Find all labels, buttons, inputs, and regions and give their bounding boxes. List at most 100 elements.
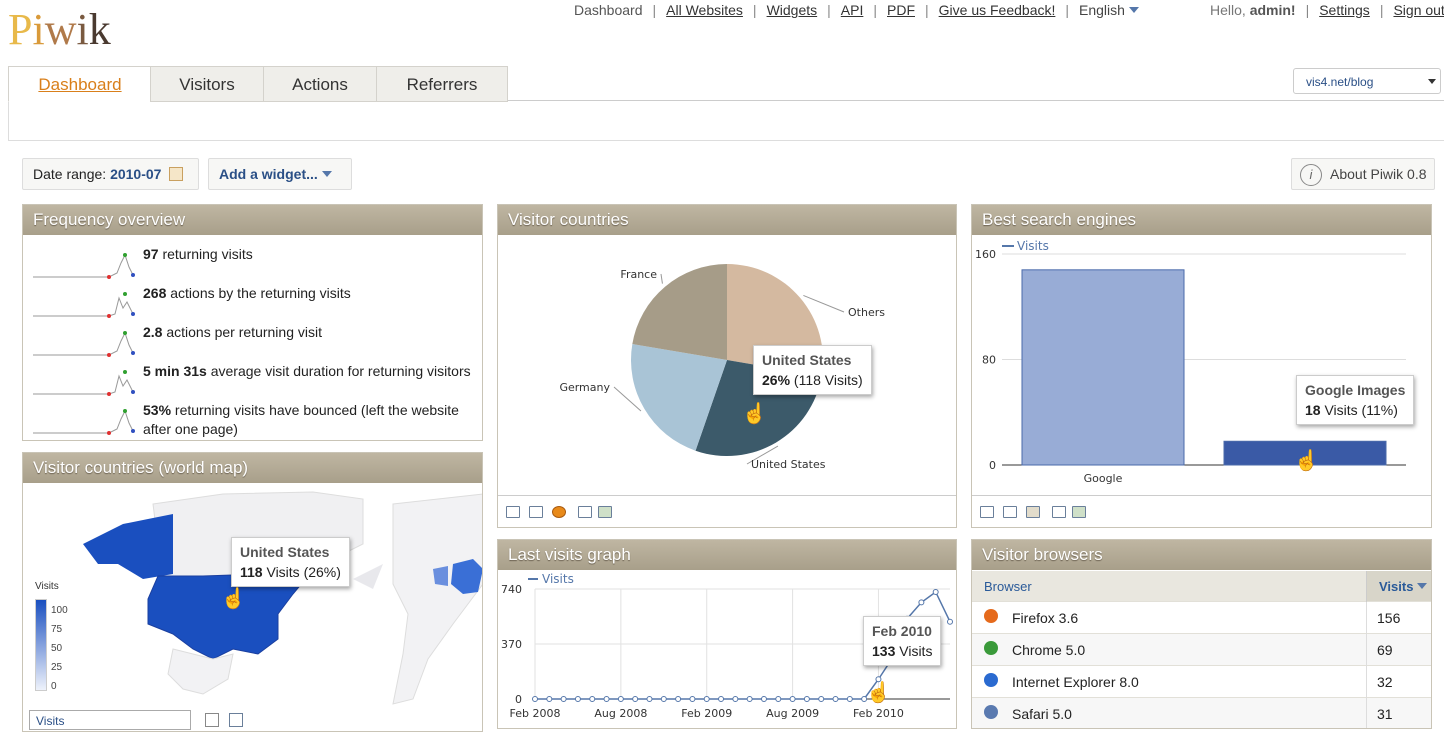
data-point[interactable] [532, 696, 538, 702]
nav-pdf[interactable]: PDF [887, 2, 915, 18]
data-point[interactable] [603, 696, 610, 702]
nav-feedback[interactable]: Give us Feedback! [938, 2, 1056, 18]
sparkline-last-point [131, 273, 135, 277]
table-view-icon[interactable] [506, 506, 520, 518]
data-point[interactable] [632, 696, 639, 702]
y-tick-label: 160 [975, 248, 996, 261]
data-point[interactable] [803, 696, 810, 702]
browser-visits: 156 [1366, 601, 1431, 634]
frequency-text: 97 returning visits [143, 245, 482, 264]
data-point[interactable] [646, 696, 653, 702]
nav-api[interactable]: API [840, 2, 864, 18]
sparkline-max-point [123, 331, 127, 335]
data-point[interactable] [932, 588, 939, 595]
nav-all-websites[interactable]: All Websites [666, 2, 743, 18]
nav-dashboard[interactable]: Dashboard [574, 2, 643, 18]
tab-referrers[interactable]: Referrers [376, 66, 508, 102]
data-point[interactable] [718, 696, 725, 702]
date-range-control[interactable]: Date range: 2010-07 [22, 158, 199, 190]
pie-slice[interactable] [632, 264, 727, 360]
data-point[interactable] [746, 696, 753, 702]
bar[interactable] [1021, 269, 1185, 466]
tab-visitors[interactable]: Visitors [150, 66, 264, 102]
data-point[interactable] [660, 696, 667, 702]
tab-dashboard[interactable]: Dashboard [8, 66, 152, 102]
alaska-region [83, 514, 173, 579]
table-view-icon[interactable] [980, 506, 994, 518]
y-tick-label: 80 [982, 354, 996, 367]
data-point[interactable] [789, 696, 796, 702]
language-select[interactable]: English [1079, 2, 1139, 18]
sparkline [33, 253, 135, 279]
export-image-icon[interactable] [229, 713, 243, 727]
bar-view-icon[interactable] [1026, 506, 1040, 518]
widget-title[interactable]: Visitor countries (world map) [23, 453, 482, 483]
table-more-icon[interactable] [1003, 506, 1017, 518]
settings-link[interactable]: Settings [1319, 2, 1370, 18]
table-row[interactable]: Safari 5.0 31 [972, 697, 1431, 728]
data-point[interactable] [832, 696, 839, 702]
column-header-visits[interactable]: Visits [1366, 571, 1431, 602]
data-point[interactable] [689, 696, 696, 702]
data-point[interactable] [546, 696, 553, 702]
image-export-icon[interactable] [1072, 506, 1086, 518]
column-header-browser[interactable]: Browser [972, 571, 1367, 602]
x-tick-label: Google [1084, 472, 1123, 485]
bar-chart[interactable]: Visits 0 80 160 Google [972, 236, 1431, 494]
table-row[interactable]: Chrome 5.0 69 [972, 633, 1431, 666]
browser-visits: 31 [1366, 697, 1431, 728]
nav-widgets[interactable]: Widgets [766, 2, 818, 18]
data-point[interactable] [617, 696, 624, 702]
x-tick-label: Aug 2008 [594, 707, 647, 720]
bar[interactable] [1223, 440, 1387, 466]
data-point[interactable] [760, 696, 767, 702]
data-point[interactable] [947, 618, 953, 625]
data-point[interactable] [875, 676, 882, 683]
widget-title[interactable]: Frequency overview [23, 205, 482, 235]
date-range-value: 2010-07 [110, 166, 162, 182]
data-point[interactable] [861, 696, 868, 702]
zoom-out-icon[interactable] [205, 713, 219, 727]
browser-cell: Internet Explorer 8.0 [972, 665, 1367, 698]
about-piwik-button[interactable]: i About Piwik 0.8 [1291, 158, 1435, 190]
pie-chart[interactable]: Others United States Germany France [498, 236, 956, 494]
add-widget-button[interactable]: Add a widget... [208, 158, 352, 190]
map-metric-select[interactable]: Visits [29, 710, 191, 730]
user-bar: Hello, admin! | Settings | Sign out [1210, 2, 1444, 18]
pie-slice[interactable] [631, 344, 727, 451]
widget-title[interactable]: Visitor browsers [972, 540, 1431, 570]
data-point[interactable] [818, 696, 825, 702]
pie-view-icon[interactable] [552, 506, 566, 518]
data-point[interactable] [775, 696, 782, 702]
browser-visits: 32 [1366, 665, 1431, 698]
data-point[interactable] [732, 696, 739, 702]
data-point[interactable] [675, 696, 682, 702]
calendar-icon[interactable] [169, 167, 184, 181]
tab-actions[interactable]: Actions [263, 66, 377, 102]
widget-title[interactable]: Visitor countries [498, 205, 956, 235]
widget-title[interactable]: Best search engines [972, 205, 1431, 235]
table-row[interactable]: Firefox 3.6 156 [972, 601, 1431, 634]
visitor-countries-widget: Visitor countries Others United States Ger… [497, 204, 957, 528]
pie-label-leader [660, 273, 663, 284]
widget-title[interactable]: Last visits graph [498, 540, 956, 570]
tab-panel [8, 66, 1444, 141]
site-selector[interactable]: vis4.net/blog [1293, 68, 1441, 94]
data-point[interactable] [574, 696, 581, 702]
piwik-logo[interactable]: Piwik [8, 4, 111, 56]
signout-link[interactable]: Sign out [1393, 2, 1444, 18]
line-chart[interactable]: Visits 0 370 740 Feb 2008 Aug 2008 Feb 2009 Aug… [498, 571, 956, 726]
export-icon[interactable] [578, 506, 592, 518]
data-point[interactable] [589, 696, 596, 702]
image-export-icon[interactable] [598, 506, 612, 518]
search-engines-widget: Best search engines Visits 0 80 160 Google G… [971, 204, 1432, 528]
browser-name: Firefox 3.6 [1012, 609, 1079, 626]
world-map[interactable] [23, 484, 483, 709]
table-row[interactable]: Internet Explorer 8.0 32 [972, 665, 1431, 698]
data-point[interactable] [560, 696, 567, 702]
data-point[interactable] [703, 696, 710, 702]
data-point[interactable] [846, 696, 853, 702]
data-point[interactable] [918, 599, 925, 606]
export-icon[interactable] [1052, 506, 1066, 518]
table-more-icon[interactable] [529, 506, 543, 518]
